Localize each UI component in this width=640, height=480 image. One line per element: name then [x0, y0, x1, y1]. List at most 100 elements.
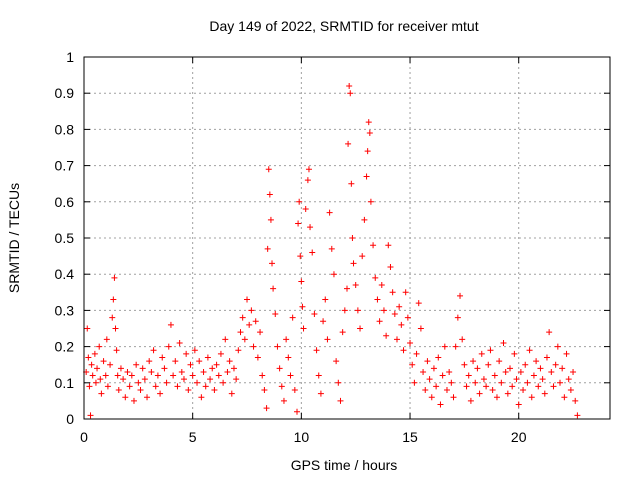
data-point: [280, 397, 287, 404]
data-point: [307, 224, 314, 231]
data-point: [120, 376, 127, 383]
data-point: [491, 372, 498, 379]
data-point: [187, 361, 194, 368]
data-point: [396, 303, 403, 310]
data-point: [398, 321, 405, 328]
data-point: [183, 350, 190, 357]
data-point: [265, 166, 272, 173]
data-point: [344, 285, 350, 292]
data-point: [561, 394, 568, 401]
data-point: [463, 383, 470, 390]
y-tick-label: 1: [66, 49, 74, 65]
data-point: [157, 390, 164, 397]
data-point: [244, 296, 251, 303]
data-point: [299, 303, 306, 310]
data-point: [543, 354, 550, 361]
data-point: [435, 354, 442, 361]
data-point: [454, 314, 461, 321]
data-point: [89, 372, 96, 379]
data-point: [309, 249, 316, 256]
data-point: [130, 397, 137, 404]
data-point: [470, 358, 477, 365]
y-axis-label: SRMTID / TECUs: [6, 183, 22, 293]
data-point: [248, 307, 255, 314]
data-point: [178, 368, 185, 375]
data-point: [224, 368, 231, 375]
data-point: [230, 365, 237, 372]
data-point: [550, 383, 557, 390]
data-point: [117, 365, 124, 372]
data-point: [250, 343, 257, 350]
data-point: [274, 343, 281, 350]
data-point: [433, 383, 440, 390]
plot-frame: [83, 56, 611, 420]
data-point: [424, 358, 431, 365]
y-tick-label: 0.5: [55, 230, 75, 246]
y-tick-label: 0.4: [55, 266, 75, 282]
data-point: [539, 376, 546, 383]
data-point: [296, 198, 303, 205]
data-point: [413, 350, 420, 357]
data-point: [163, 379, 170, 386]
data-point: [515, 401, 522, 408]
data-point: [102, 372, 109, 379]
data-point: [533, 358, 540, 365]
data-point: [191, 347, 198, 354]
data-point: [352, 282, 359, 289]
data-point: [322, 296, 329, 303]
data-point: [202, 383, 209, 390]
data-point: [476, 390, 483, 397]
data-point: [346, 82, 353, 89]
data-point: [383, 332, 390, 339]
data-point: [504, 390, 511, 397]
x-tick-label: 20: [511, 429, 527, 445]
data-point: [261, 387, 268, 394]
data-point: [150, 347, 157, 354]
data-point: [222, 336, 229, 343]
data-point: [557, 379, 564, 386]
data-point: [257, 329, 264, 336]
data-point: [137, 387, 144, 394]
data-point: [237, 329, 244, 336]
data-point: [241, 336, 248, 343]
data-point: [452, 343, 459, 350]
data-point: [354, 307, 361, 314]
data-point: [176, 339, 183, 346]
data-point: [112, 325, 119, 332]
data-point: [107, 361, 114, 368]
data-point: [380, 307, 387, 314]
data-point: [441, 343, 448, 350]
data-point: [311, 311, 318, 318]
data-point: [305, 166, 312, 173]
data-point: [98, 390, 105, 397]
data-point: [378, 282, 385, 289]
data-point: [270, 285, 277, 292]
data-point: [341, 307, 348, 314]
data-point: [574, 412, 581, 419]
data-point: [152, 383, 159, 390]
data-point: [92, 379, 99, 386]
data-point: [228, 390, 235, 397]
data-point: [217, 350, 224, 357]
data-point: [350, 260, 357, 267]
data-point: [198, 394, 205, 401]
data-point: [450, 394, 457, 401]
data-point: [180, 376, 187, 383]
data-point: [335, 379, 342, 386]
grid-lines: [84, 57, 610, 419]
data-point: [196, 358, 203, 365]
data-point: [141, 376, 148, 383]
data-point: [339, 329, 346, 336]
data-point: [349, 235, 356, 241]
data-point: [530, 372, 537, 379]
data-point: [144, 394, 151, 401]
data-point: [200, 368, 207, 375]
data-point: [385, 242, 392, 249]
data-point: [276, 365, 283, 372]
data-point: [267, 216, 274, 223]
data-point: [172, 358, 179, 365]
y-tick-label: 0.7: [55, 158, 75, 174]
data-point: [194, 379, 201, 386]
data-point: [165, 343, 172, 350]
data-point: [174, 383, 181, 390]
